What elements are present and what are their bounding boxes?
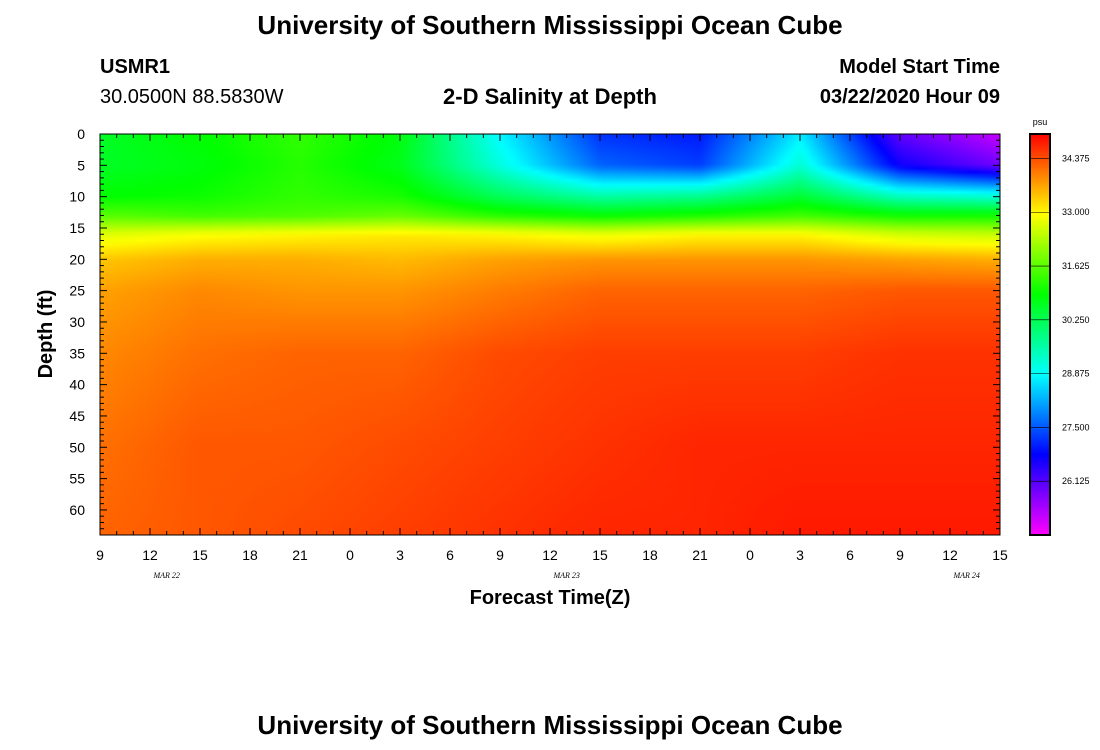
salinity-heatmap [100, 134, 1000, 535]
y-tick-label: 10 [69, 189, 85, 205]
y-axis-title: Depth (ft) [35, 290, 57, 379]
page-title: University of Southern Mississippi Ocean… [257, 10, 843, 40]
colorbar-tick-label: 26.125 [1062, 476, 1090, 486]
colorbar-tick-label: 34.375 [1062, 153, 1090, 163]
station-coordinates: 30.0500N 88.5830W [100, 86, 284, 108]
x-tick-label: 18 [642, 547, 658, 563]
colorbar-tick-label: 31.625 [1062, 261, 1090, 271]
y-tick-label: 0 [77, 126, 85, 142]
colorbar: psu 34.375 33.000 31.625 30.250 28.875 27.500… [1029, 117, 1090, 536]
x-tick-label: 6 [446, 547, 454, 563]
x-axis-title: Forecast Time(Z) [470, 587, 631, 609]
x-tick-label: 9 [496, 547, 504, 563]
footer-title: University of Southern Mississippi Ocean… [257, 710, 843, 740]
y-tick-label: 35 [69, 345, 85, 361]
x-tick-label: 6 [846, 547, 854, 563]
x-tick-label: 0 [746, 547, 754, 563]
chart-subtitle: 2-D Salinity at Depth [443, 84, 657, 109]
x-date-label: MAR 22 [152, 571, 179, 580]
x-tick-label: 15 [992, 547, 1008, 563]
y-tick-label: 25 [69, 283, 85, 299]
x-tick-label: 9 [896, 547, 904, 563]
x-tick-label: 15 [192, 547, 208, 563]
y-tick-label: 30 [69, 314, 85, 330]
x-tick-label: 3 [396, 547, 404, 563]
colorbar-tick-label: 27.500 [1062, 422, 1090, 432]
model-start-label: Model Start Time [839, 56, 1000, 78]
x-tick-label: 3 [796, 547, 804, 563]
y-tick-label: 5 [77, 157, 85, 173]
x-tick-label: 21 [292, 547, 308, 563]
x-tick-label: 18 [242, 547, 258, 563]
x-date-label: MAR 24 [952, 571, 979, 580]
colorbar-unit: psu [1033, 117, 1048, 127]
x-date-label: MAR 23 [552, 571, 579, 580]
y-tick-label: 20 [69, 251, 85, 267]
model-start-value: 03/22/2020 Hour 09 [819, 86, 1000, 108]
colorbar-tick-label: 28.875 [1062, 369, 1090, 379]
x-tick-label: 12 [142, 547, 158, 563]
x-tick-label: 15 [592, 547, 608, 563]
y-tick-label: 45 [69, 408, 85, 424]
colorbar-scale [1029, 133, 1051, 536]
colorbar-tick-label: 33.000 [1062, 207, 1090, 217]
y-tick-label: 40 [69, 377, 85, 393]
y-tick-label: 55 [69, 471, 85, 487]
y-tick-label: 60 [69, 502, 85, 518]
y-tick-label: 50 [69, 439, 85, 455]
x-tick-label: 21 [692, 547, 708, 563]
x-axis: 9 12 15 18 21 0 3 6 9 12 15 18 21 0 3 6 9 12 15 MAR 22 MAR 2… [96, 134, 1008, 580]
colorbar-tick-label: 30.250 [1062, 315, 1090, 325]
station-id: USMR1 [100, 56, 171, 78]
y-tick-label: 15 [69, 220, 85, 236]
x-tick-label: 12 [942, 547, 958, 563]
x-tick-label: 12 [542, 547, 558, 563]
x-tick-label: 9 [96, 547, 104, 563]
y-axis: 0 5 10 15 20 25 30 35 40 45 50 55 60 [69, 126, 1000, 536]
x-tick-label: 0 [346, 547, 354, 563]
